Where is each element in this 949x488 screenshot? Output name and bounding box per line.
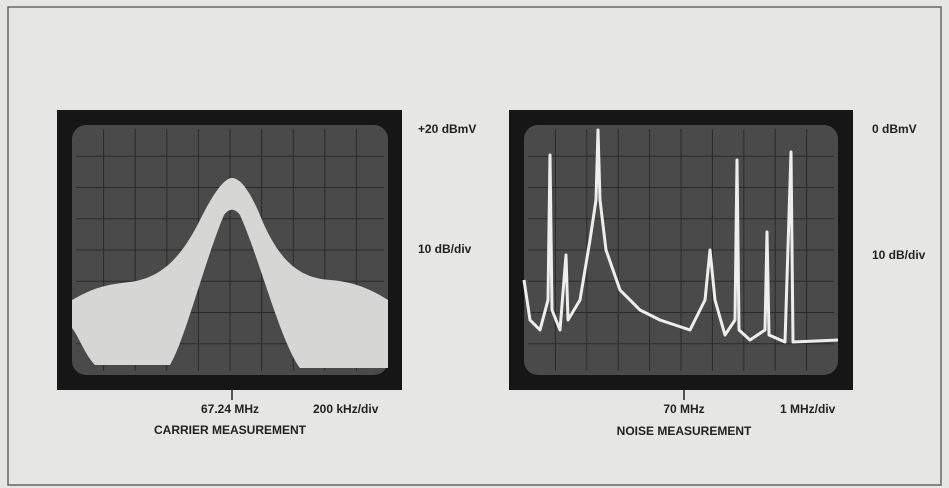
horizontal-scale: 200 kHz/div <box>313 402 379 416</box>
caption: CARRIER MEASUREMENT <box>154 423 307 437</box>
vertical-scale: 10 dB/div <box>418 242 472 256</box>
center-frequency: 67.24 MHz <box>201 402 259 416</box>
graticule <box>528 129 834 371</box>
center-frequency: 70 MHz <box>663 402 704 416</box>
reference-level: +20 dBmV <box>418 122 476 136</box>
vertical-scale: 10 dB/div <box>872 248 926 262</box>
caption: NOISE MEASUREMENT <box>617 424 752 438</box>
noise-trace <box>522 128 839 344</box>
reference-level: 0 dBmV <box>872 122 917 136</box>
horizontal-scale: 1 MHz/div <box>780 402 836 416</box>
border <box>7 6 942 486</box>
carrier-trace <box>72 178 388 368</box>
